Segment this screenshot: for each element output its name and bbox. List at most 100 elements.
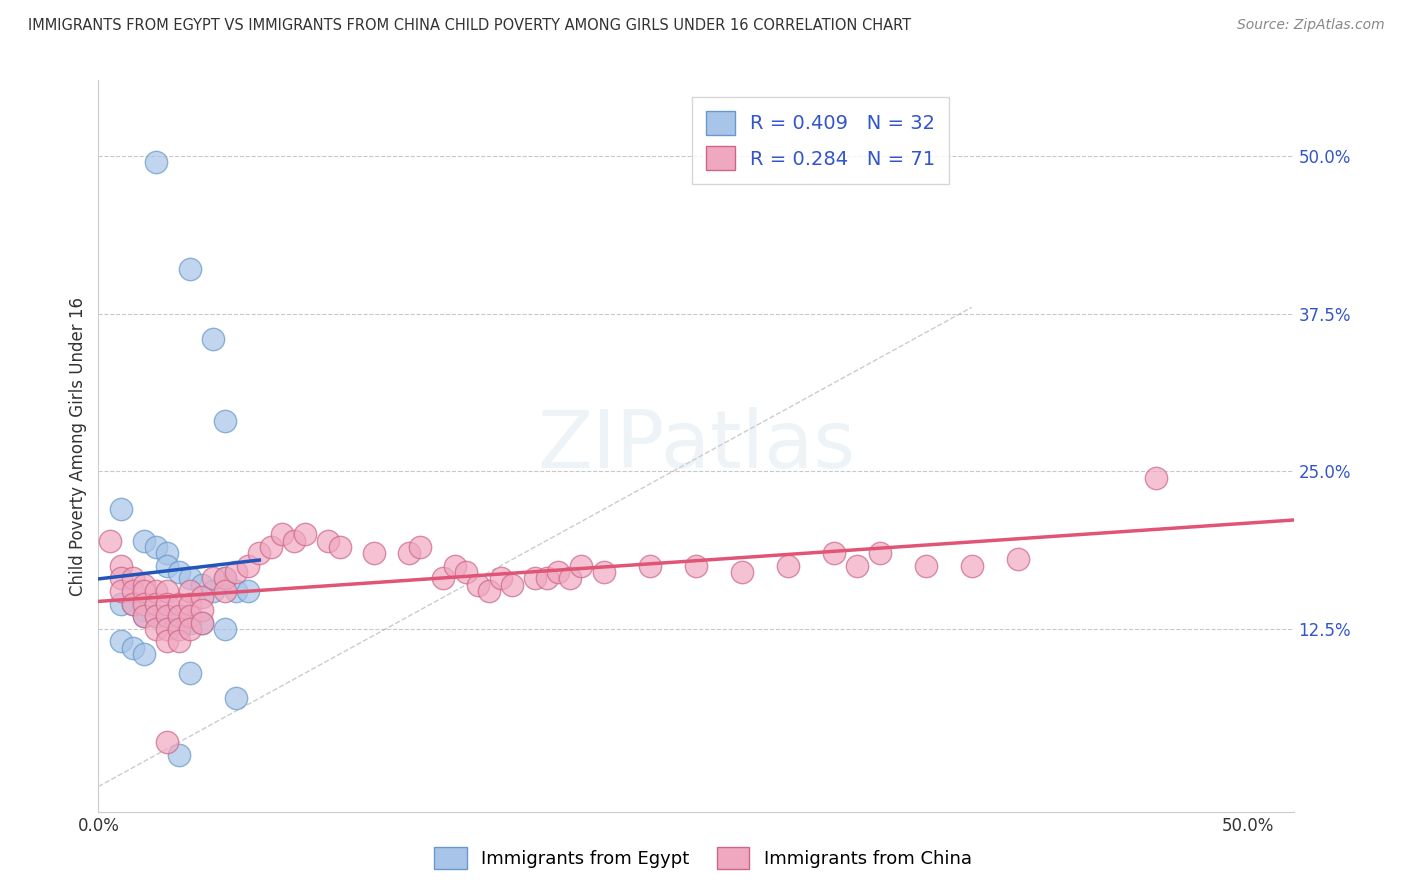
Point <box>156 558 179 573</box>
Point <box>122 597 145 611</box>
Point <box>179 609 201 624</box>
Point <box>145 609 167 624</box>
Point <box>1144 470 1167 484</box>
Point <box>156 735 179 749</box>
Point <box>294 527 316 541</box>
Point <box>363 546 385 560</box>
Point <box>478 584 501 599</box>
Point <box>329 540 352 554</box>
Point <box>122 640 145 655</box>
Point <box>191 603 214 617</box>
Point <box>547 565 569 579</box>
Legend: Immigrants from Egypt, Immigrants from China: Immigrants from Egypt, Immigrants from C… <box>427 839 979 876</box>
Point <box>145 540 167 554</box>
Point <box>134 584 156 599</box>
Point <box>156 634 179 648</box>
Point <box>214 571 236 585</box>
Point <box>776 558 799 573</box>
Point <box>191 615 214 630</box>
Legend: R = 0.409   N = 32, R = 0.284   N = 71: R = 0.409 N = 32, R = 0.284 N = 71 <box>692 97 949 184</box>
Point <box>271 527 294 541</box>
Point <box>225 584 247 599</box>
Point <box>202 332 225 346</box>
Point <box>167 597 190 611</box>
Point <box>869 546 891 560</box>
Point <box>156 546 179 560</box>
Point <box>569 558 592 573</box>
Point <box>202 571 225 585</box>
Point <box>191 578 214 592</box>
Point <box>167 609 190 624</box>
Point <box>398 546 420 560</box>
Point <box>156 609 179 624</box>
Point <box>845 558 868 573</box>
Point <box>179 571 201 585</box>
Point <box>110 502 132 516</box>
Point <box>167 747 190 762</box>
Point <box>191 615 214 630</box>
Point <box>134 609 156 624</box>
Point <box>214 622 236 636</box>
Point <box>283 533 305 548</box>
Point <box>685 558 707 573</box>
Point <box>179 665 201 680</box>
Text: IMMIGRANTS FROM EGYPT VS IMMIGRANTS FROM CHINA CHILD POVERTY AMONG GIRLS UNDER 1: IMMIGRANTS FROM EGYPT VS IMMIGRANTS FROM… <box>28 18 911 33</box>
Point <box>134 603 156 617</box>
Point <box>247 546 270 560</box>
Point <box>179 597 201 611</box>
Point <box>960 558 983 573</box>
Point <box>638 558 661 573</box>
Point <box>236 584 259 599</box>
Point <box>179 615 201 630</box>
Point <box>225 565 247 579</box>
Point <box>214 584 236 599</box>
Point <box>110 571 132 585</box>
Point <box>432 571 454 585</box>
Point <box>536 571 558 585</box>
Point <box>731 565 754 579</box>
Point <box>179 262 201 277</box>
Point <box>456 565 478 579</box>
Y-axis label: Child Poverty Among Girls Under 16: Child Poverty Among Girls Under 16 <box>69 296 87 596</box>
Point <box>409 540 432 554</box>
Point <box>156 609 179 624</box>
Point <box>167 615 190 630</box>
Text: Source: ZipAtlas.com: Source: ZipAtlas.com <box>1237 18 1385 32</box>
Point <box>134 647 156 661</box>
Point <box>156 622 179 636</box>
Point <box>156 597 179 611</box>
Point <box>110 634 132 648</box>
Point <box>110 558 132 573</box>
Point <box>179 584 201 599</box>
Point <box>202 584 225 599</box>
Point <box>260 540 283 554</box>
Point <box>558 571 581 585</box>
Point <box>145 597 167 611</box>
Point <box>501 578 523 592</box>
Point <box>122 597 145 611</box>
Point <box>134 578 156 592</box>
Text: ZIPatlas: ZIPatlas <box>537 407 855 485</box>
Point <box>145 622 167 636</box>
Point <box>593 565 616 579</box>
Point <box>467 578 489 592</box>
Point <box>214 571 236 585</box>
Point <box>98 533 121 548</box>
Point <box>191 591 214 605</box>
Point <box>145 609 167 624</box>
Point <box>156 584 179 599</box>
Point <box>145 584 167 599</box>
Point <box>134 609 156 624</box>
Point <box>524 571 547 585</box>
Point <box>167 622 190 636</box>
Point <box>167 634 190 648</box>
Point <box>214 414 236 428</box>
Point <box>914 558 936 573</box>
Point <box>110 584 132 599</box>
Point <box>134 597 156 611</box>
Point <box>443 558 465 573</box>
Point <box>122 584 145 599</box>
Point <box>489 571 512 585</box>
Point <box>236 558 259 573</box>
Point <box>1007 552 1029 566</box>
